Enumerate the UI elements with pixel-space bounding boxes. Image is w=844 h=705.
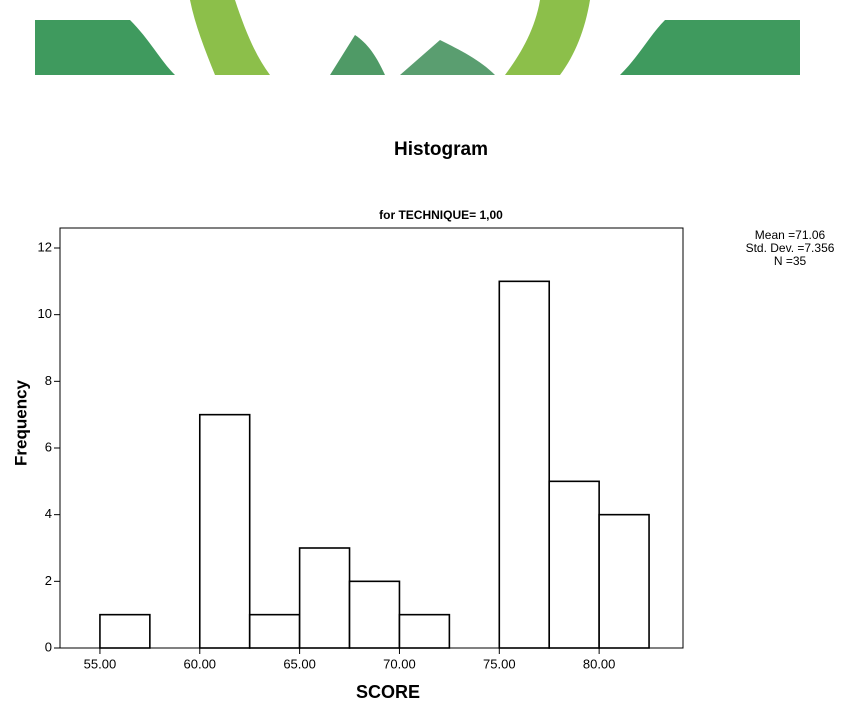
y-tick-label: 8	[45, 373, 52, 388]
x-tick-label: 80.00	[583, 656, 616, 671]
bar	[300, 548, 350, 648]
bar	[499, 281, 549, 648]
chart: Histogram for TECHNIQUE= 1,00 SCORE Freq…	[0, 0, 844, 705]
logo-shape	[35, 20, 175, 75]
bar	[350, 581, 400, 648]
chart-subtitle: for TECHNIQUE= 1,00	[379, 208, 503, 222]
decorative-logo	[35, 0, 800, 75]
bar	[250, 615, 300, 648]
x-tick-label: 60.00	[184, 656, 217, 671]
stats-annotation: Mean =71.06	[755, 228, 826, 242]
x-tick-label: 70.00	[383, 656, 416, 671]
y-tick-label: 10	[38, 306, 52, 321]
bar	[200, 415, 250, 648]
x-tick-label: 65.00	[283, 656, 316, 671]
x-tick-label: 75.00	[483, 656, 516, 671]
y-tick-label: 0	[45, 639, 52, 654]
bar	[549, 481, 599, 648]
bar	[100, 615, 150, 648]
x-axis-label: SCORE	[356, 682, 420, 702]
y-tick-label: 4	[45, 506, 52, 521]
logo-shape	[505, 0, 590, 75]
stats-annotation: N =35	[774, 254, 807, 268]
x-tick-label: 55.00	[84, 656, 117, 671]
y-tick-label: 12	[38, 239, 52, 254]
logo-shape	[400, 40, 495, 75]
y-tick-label: 2	[45, 573, 52, 588]
logo-shape	[620, 20, 800, 75]
logo-shape	[190, 0, 270, 75]
stats-annotation: Std. Dev. =7.356	[746, 241, 835, 255]
y-axis-label: Frequency	[11, 379, 30, 466]
logo-shape	[330, 35, 385, 75]
chart-title: Histogram	[394, 139, 488, 160]
y-tick-label: 6	[45, 439, 52, 454]
bar	[599, 515, 649, 648]
bar	[399, 615, 449, 648]
